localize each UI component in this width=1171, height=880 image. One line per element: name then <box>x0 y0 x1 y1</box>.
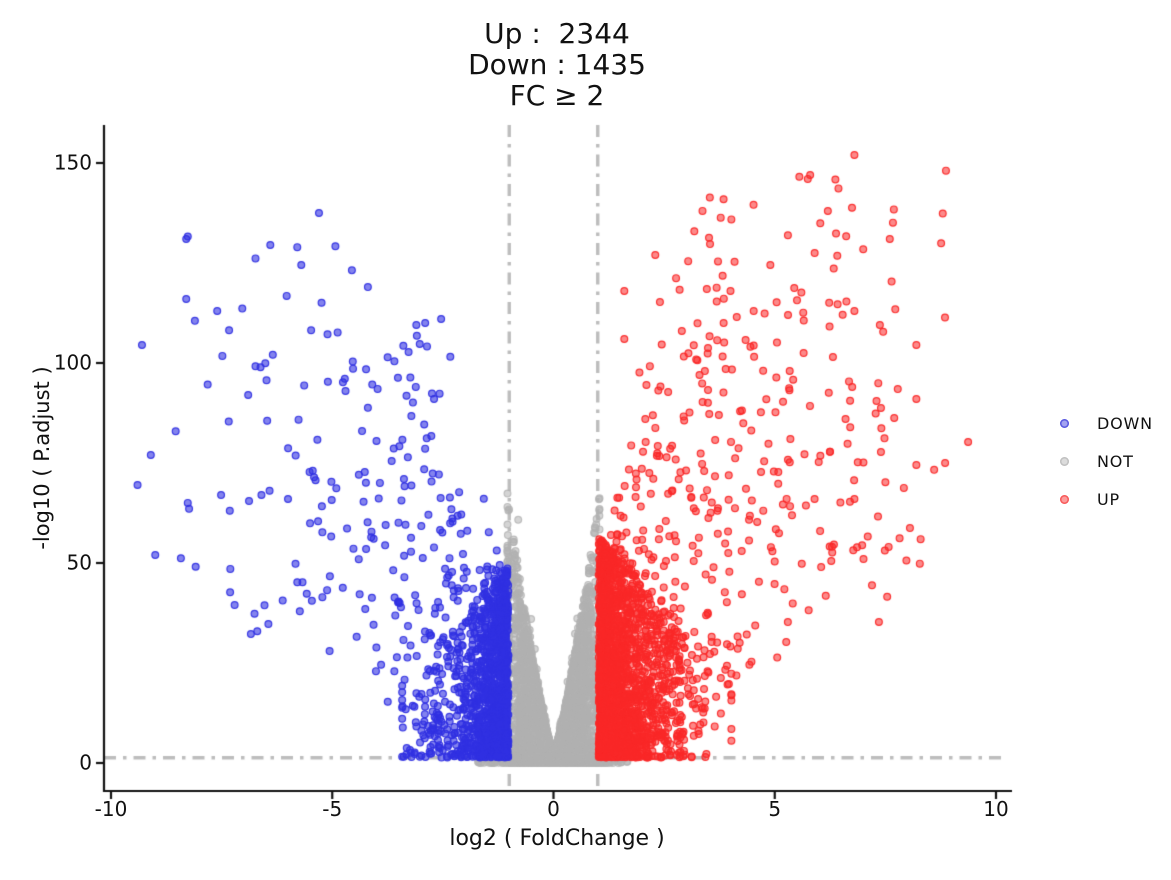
up-point-icon <box>1060 494 1069 504</box>
x-tick-label-10: 10 <box>983 797 1009 821</box>
legend-item-up: UP <box>1050 480 1153 518</box>
x-tick-label--10: -10 <box>94 797 128 821</box>
y-tick-label-150: 150 <box>53 150 92 175</box>
legend-item-not: NOT <box>1050 442 1153 480</box>
x-tick-label-0: 0 <box>547 797 560 821</box>
legend-label-down: DOWN <box>1097 413 1153 433</box>
x-tick-label-5: 5 <box>768 797 782 821</box>
not-point-icon <box>1060 456 1069 466</box>
legend: DOWN NOT UP <box>1050 404 1153 518</box>
title-line-up-count: Up : 2344 <box>484 17 630 50</box>
legend-item-down: DOWN <box>1050 404 1153 442</box>
plot-title: Up : 2344 Down : 1435 FC ≥ 2 <box>468 18 646 111</box>
y-tick-label-100: 100 <box>53 350 92 375</box>
y-axis-label: -log10 ( P.adjust ) <box>30 366 54 550</box>
y-tick-label-0: 0 <box>79 750 92 775</box>
legend-label-up: UP <box>1097 489 1120 509</box>
x-axis-label: log2 ( FoldChange ) <box>449 826 665 851</box>
title-line-down-count: Down : 1435 <box>468 48 646 81</box>
y-tick-label-50: 50 <box>66 550 92 575</box>
title-line-fc-cutoff: FC ≥ 2 <box>509 79 605 112</box>
x-tick-label--5: -5 <box>322 797 343 821</box>
down-point-icon <box>1060 418 1069 428</box>
legend-label-not: NOT <box>1097 451 1134 471</box>
